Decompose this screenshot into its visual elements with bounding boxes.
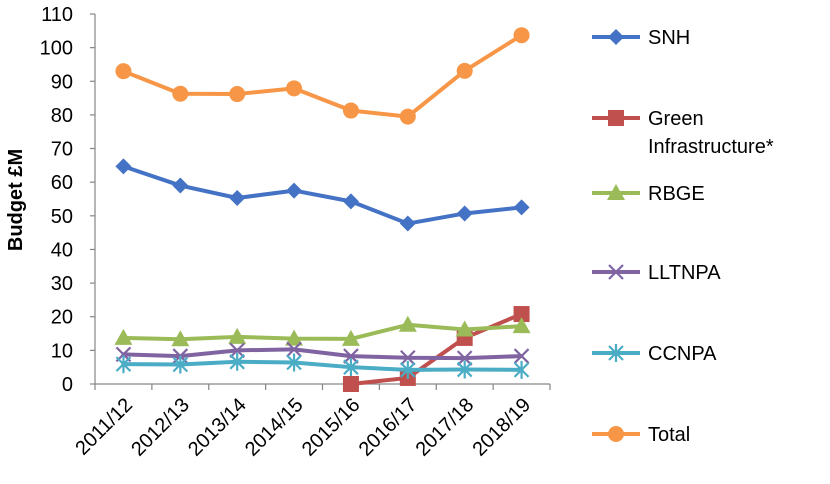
data-point	[513, 199, 530, 216]
legend-swatch-marker	[608, 110, 624, 126]
data-point	[456, 62, 473, 79]
legend-entry: Green Infrastructure*	[592, 108, 774, 158]
y-tick-label: 30	[51, 273, 73, 295]
data-point	[455, 320, 474, 337]
legend-label: LLTNPA	[648, 262, 721, 284]
data-point	[286, 182, 303, 199]
x-tick-label: 2011/12	[71, 394, 137, 460]
legend-label: Green	[648, 108, 704, 130]
legend-entry: CCNPA	[592, 343, 717, 365]
data-point	[456, 205, 473, 222]
series-total	[115, 27, 530, 125]
legend-swatch-marker	[608, 426, 624, 442]
series-line	[121, 33, 524, 119]
series-line	[121, 164, 524, 226]
y-tick-label: 0	[62, 374, 73, 396]
data-point	[342, 102, 359, 119]
data-point	[171, 330, 190, 347]
data-point	[229, 189, 246, 206]
x-tick-label: 2016/17	[355, 394, 422, 461]
data-point	[115, 63, 132, 80]
data-point	[512, 317, 531, 334]
y-tick-label: 90	[51, 71, 73, 93]
y-axis-label: Budget £M	[5, 149, 27, 251]
series-line	[121, 347, 524, 361]
data-point	[400, 349, 416, 366]
series-line	[121, 359, 524, 372]
data-point	[456, 360, 473, 379]
x-tick-label: 2015/16	[298, 394, 365, 461]
data-point	[456, 350, 473, 366]
data-point	[286, 80, 303, 97]
data-point	[343, 358, 359, 377]
legend-entry: LLTNPA	[592, 262, 721, 284]
data-point	[229, 86, 246, 103]
data-point	[513, 306, 530, 323]
legend-label: SNH	[648, 27, 690, 49]
data-point	[285, 329, 304, 346]
x-tick-label: 2018/19	[468, 394, 535, 461]
y-tick-label: 70	[51, 139, 73, 161]
data-point	[114, 328, 133, 345]
data-point	[172, 177, 189, 194]
series-line	[121, 322, 524, 342]
data-point	[513, 27, 530, 44]
data-point	[398, 315, 417, 332]
y-tick-label: 10	[51, 340, 73, 362]
x-tick-label: 2012/13	[127, 394, 194, 461]
y-tick-label: 50	[51, 206, 73, 228]
series-snh	[115, 158, 530, 232]
data-point	[399, 108, 416, 125]
series-rbge	[114, 315, 531, 347]
x-tick-label: 2017/18	[412, 394, 479, 461]
data-point	[172, 355, 189, 374]
legend-label: CCNPA	[648, 343, 717, 365]
series-line	[348, 312, 524, 386]
data-point	[513, 348, 530, 364]
legend-entry: RBGE	[592, 183, 705, 205]
data-point	[172, 85, 189, 102]
legend-label: Total	[648, 424, 690, 446]
legend-label: Infrastructure*	[648, 136, 774, 158]
data-point	[342, 376, 359, 392]
y-tick-label: 100	[40, 38, 73, 60]
data-point	[286, 341, 302, 358]
data-point	[400, 360, 416, 379]
y-tick-label: 20	[51, 307, 73, 329]
legend-entry: Total	[592, 424, 690, 446]
legend-swatch-marker	[608, 29, 624, 45]
x-tick-label: 2014/15	[241, 394, 308, 461]
y-tick-label: 60	[51, 172, 73, 194]
data-point	[399, 215, 416, 232]
series-ccnpa	[115, 352, 530, 379]
series-lines	[114, 27, 531, 392]
legend-entry: SNH	[592, 27, 690, 49]
y-tick-label: 110	[41, 4, 73, 26]
data-point	[286, 353, 302, 372]
data-point	[342, 193, 359, 210]
data-point	[115, 158, 132, 175]
data-point	[229, 352, 245, 371]
data-point	[229, 342, 245, 359]
x-tick-label: 2013/14	[184, 394, 251, 461]
data-point	[341, 329, 360, 346]
series-green-infrastructure	[342, 306, 530, 392]
legend-swatch-marker	[607, 184, 625, 200]
data-point	[115, 355, 132, 374]
legend: SNH Green Infrastructure* RBGE LLTNPA CCNPA To…	[592, 27, 774, 446]
y-tick-label: 80	[51, 105, 73, 127]
data-point	[343, 348, 359, 364]
data-point	[513, 360, 530, 379]
data-point	[228, 327, 247, 344]
y-tick-label: 40	[51, 239, 73, 261]
legend-swatch-marker	[608, 344, 624, 362]
legend-label: RBGE	[648, 183, 705, 205]
legend-swatch-marker	[608, 264, 624, 280]
